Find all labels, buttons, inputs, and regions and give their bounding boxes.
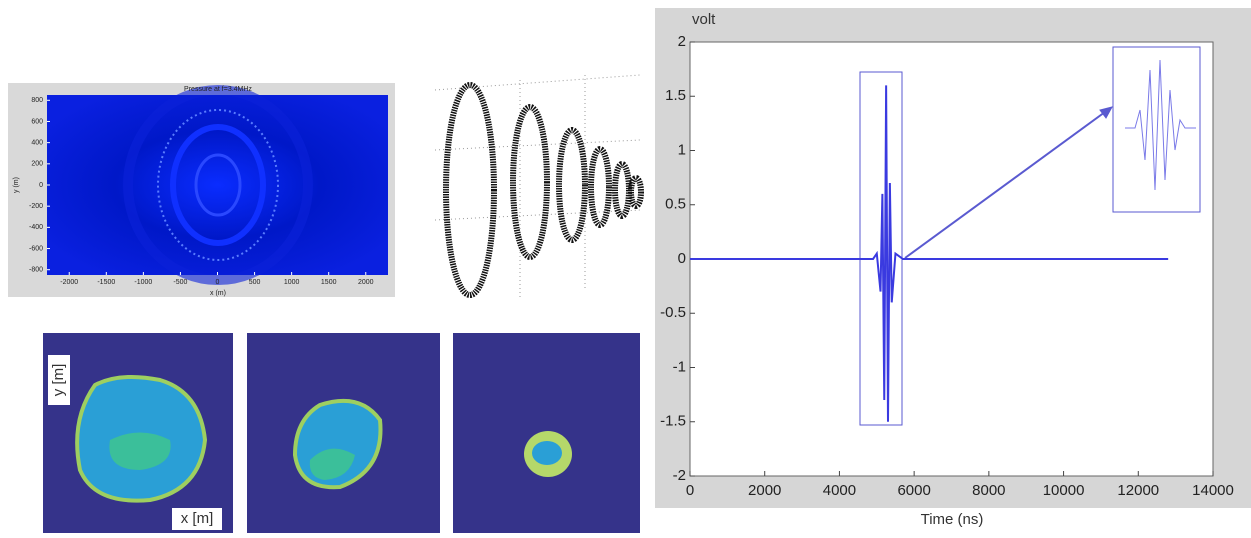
blob-ylabel: y [m]: [50, 364, 67, 397]
x-tick-label: 2000: [748, 482, 781, 499]
x-tick-label: -1000: [134, 279, 152, 286]
y-tick-label: -800: [29, 267, 43, 274]
y-tick-label: -400: [29, 224, 43, 231]
heatmap-pattern: [123, 85, 313, 285]
line-ylabel: volt: [692, 11, 716, 28]
x-tick-label: 1000: [284, 279, 300, 286]
y-tick-label: 600: [31, 118, 43, 125]
blob-xlabel: x [m]: [181, 510, 214, 527]
y-tick-label: 200: [31, 161, 43, 168]
y-tick-label: 1: [678, 141, 686, 158]
heatmap-ylabel: y (m): [13, 177, 20, 193]
x-tick-label: 14000: [1192, 482, 1234, 499]
signal-line: [690, 85, 1169, 422]
x-tick-label: -2000: [60, 279, 78, 286]
y-tick-label: 1.5: [665, 87, 686, 104]
x-tick-label: 6000: [897, 482, 930, 499]
y-tick-label: 0: [678, 250, 686, 267]
x-tick-label: 8000: [972, 482, 1005, 499]
y-tick-label: -1.5: [660, 413, 686, 430]
y-tick-label: 400: [31, 139, 43, 146]
x-tick-label: -1500: [97, 279, 115, 286]
blob-maps: [43, 333, 640, 533]
y-tick-label: -0.5: [660, 304, 686, 321]
heatmap-xlabel: x (m): [210, 290, 226, 297]
x-tick-label: 0: [216, 279, 220, 286]
heatmap-image: [47, 95, 388, 275]
y-tick-label: -1: [673, 358, 686, 375]
x-tick-label: 4000: [823, 482, 856, 499]
y-tick-label: -600: [29, 245, 43, 252]
heatmap-title: Pressure at f=3.4MHz: [184, 86, 252, 93]
zoom-inset: [859, 46, 1201, 426]
x-tick-label: -500: [173, 279, 187, 286]
y-tick-label: 2: [678, 33, 686, 50]
y-tick-label: -200: [29, 203, 43, 210]
x-tick-label: 2000: [358, 279, 374, 286]
x-tick-label: 12000: [1117, 482, 1159, 499]
line-xlabel: Time (ns): [921, 511, 984, 528]
line-axes: 0 2000 4000 6000 8000 10000 12000 14000 -2 -1.5 -1…: [660, 33, 1234, 499]
heatmap-axes: -2000 -1500 -1000 -500 0 500 1000 1500 200080060…: [29, 97, 374, 286]
x-tick-label: 1500: [321, 279, 337, 286]
y-tick-label: 800: [31, 97, 43, 104]
y-tick-label: 0.5: [665, 196, 686, 213]
x-tick-label: 0: [686, 482, 694, 499]
rings-3d: [434, 74, 644, 300]
x-tick-label: 10000: [1043, 482, 1085, 499]
y-tick-label: 0: [39, 182, 43, 189]
x-tick-label: 500: [249, 279, 261, 286]
y-tick-label: -2: [673, 467, 686, 484]
